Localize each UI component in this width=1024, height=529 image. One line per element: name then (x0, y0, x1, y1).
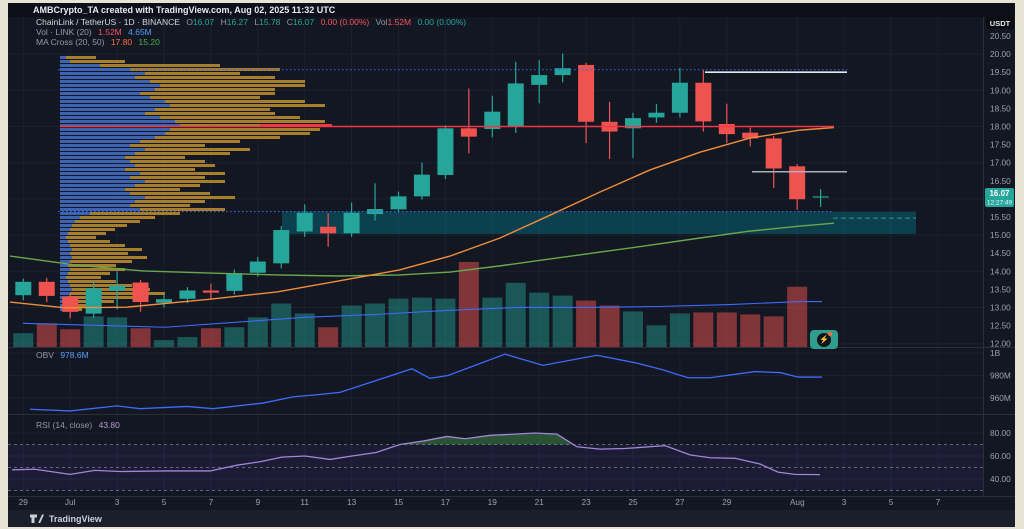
obv-line (29, 353, 822, 412)
volume-indicator-label: Vol · LINK (20) (36, 27, 92, 37)
svg-text:Aug: Aug (790, 497, 805, 507)
legend-row-symbol[interactable]: ChainLink / TetherUS · 1D · BINANCE O16.… (36, 17, 466, 27)
supply-zone (282, 211, 916, 235)
high-label: H (220, 17, 227, 27)
svg-text:14.00: 14.00 (990, 266, 1011, 276)
svg-text:27: 27 (675, 497, 685, 507)
svg-text:1B: 1B (990, 348, 1001, 358)
svg-text:23: 23 (581, 497, 591, 507)
svg-text:16.50: 16.50 (990, 176, 1011, 186)
flash-icon: ⚡ (817, 331, 832, 347)
ma-cross-label: MA Cross (20, 50) (36, 37, 105, 47)
svg-text:11: 11 (300, 497, 309, 507)
svg-text:29: 29 (19, 497, 29, 507)
svg-text:40.00: 40.00 (990, 474, 1011, 484)
legend-row-ma-cross[interactable]: MA Cross (20, 50) 17.80 15.20 (36, 37, 160, 47)
legend-row-obv[interactable]: OBV 978.6M (36, 350, 89, 360)
rsi-label: RSI (14, close) (36, 420, 93, 430)
svg-text:18.00: 18.00 (990, 122, 1011, 132)
svg-text:19.50: 19.50 (990, 67, 1011, 77)
svg-text:USDT: USDT (990, 19, 1011, 28)
price-axis[interactable]: 20.50 20.00 19.50 19.00 18.50 18.00 17.50 17.00… (986, 17, 1014, 484)
low-label: L (254, 17, 260, 27)
svg-text:14.50: 14.50 (990, 248, 1011, 258)
svg-text:15: 15 (394, 497, 404, 507)
pane-separators (8, 17, 1015, 497)
svg-text:29: 29 (722, 497, 732, 507)
chart-panel: 20.50 20.00 19.50 19.00 18.50 18.00 17.50 17.00… (8, 17, 1015, 510)
svg-text:21: 21 (535, 497, 545, 507)
svg-text:18.50: 18.50 (990, 103, 1011, 113)
volume-ma-value: 4.65M (128, 27, 152, 37)
svg-text:5: 5 (162, 497, 167, 507)
svg-text:80.00: 80.00 (990, 428, 1011, 438)
close-value: 16.07 (292, 17, 315, 27)
svg-text:3: 3 (115, 497, 120, 507)
open-value: 16.07 (192, 17, 215, 27)
ma-slow-value: 15.20 (138, 37, 160, 47)
svg-text:60.00: 60.00 (990, 451, 1011, 461)
obv-label: OBV (36, 350, 54, 360)
close-label: C (286, 17, 293, 27)
flash-snapshot-button[interactable]: ⚡ (810, 330, 838, 349)
obv-value: 978.6M (60, 350, 89, 360)
svg-text:17: 17 (441, 497, 451, 507)
svg-text:980M: 980M (990, 371, 1011, 381)
notification-dot (828, 331, 832, 336)
rsi-band (8, 444, 983, 491)
high-value: 16.27 (226, 17, 249, 27)
chart-canvas[interactable]: 20.50 20.00 19.50 19.00 18.50 18.00 17.50 17.00… (8, 17, 1015, 510)
svg-text:15.50: 15.50 (990, 212, 1011, 222)
price-levels (58, 69, 916, 219)
svg-text:960M: 960M (990, 393, 1011, 403)
ma-fast-value: 17.80 (110, 37, 133, 47)
legend-row-volume[interactable]: Vol · LINK (20) 1.52M 4.65M (36, 27, 152, 37)
current-price-badge: 16.07 12:27:49 (985, 188, 1014, 207)
svg-text:15.00: 15.00 (990, 230, 1011, 240)
svg-text:Jul: Jul (65, 497, 76, 507)
svg-text:19: 19 (488, 497, 498, 507)
vol-label: Vol (375, 17, 388, 27)
rsi-value: 43.80 (98, 420, 120, 430)
low-value: 15.78 (259, 17, 281, 27)
svg-text:13.50: 13.50 (990, 284, 1011, 294)
volume-ma-line (22, 301, 822, 328)
svg-text:17.00: 17.00 (990, 158, 1011, 168)
symbol-title: ChainLink / TetherUS · 1D · BINANCE (36, 17, 180, 27)
tradingview-logo-icon (30, 514, 44, 523)
svg-text:12:27:49: 12:27:49 (987, 200, 1013, 207)
time-axis[interactable]: 29 Jul 3 5 7 9 11 13 15 17 19 21 23 25 27 29 Aug 3 5 7 (19, 497, 941, 507)
change-value: 0.00 (0.00%) (320, 17, 370, 27)
svg-text:20.50: 20.50 (990, 31, 1011, 41)
svg-text:16.07: 16.07 (989, 189, 1010, 198)
moving-averages (9, 126, 835, 309)
svg-text:9: 9 (255, 497, 260, 507)
vol-value: 1.52M (387, 17, 412, 27)
svg-text:3: 3 (842, 497, 847, 507)
footer-bar: TradingView (8, 510, 1015, 527)
volume-profile (60, 56, 332, 311)
svg-text:13.00: 13.00 (990, 303, 1011, 313)
vol-change-value: 0.00 (0.00%) (417, 17, 467, 27)
svg-text:7: 7 (936, 497, 941, 507)
svg-text:5: 5 (889, 497, 894, 507)
svg-text:19.00: 19.00 (990, 85, 1011, 95)
svg-text:12.00: 12.00 (990, 339, 1011, 349)
svg-text:20.00: 20.00 (990, 49, 1011, 59)
volume-bars (13, 262, 831, 347)
open-label: O (186, 17, 193, 27)
rsi-plot (11, 432, 821, 476)
legend-row-rsi[interactable]: RSI (14, close) 43.80 (36, 420, 120, 430)
svg-text:25: 25 (628, 497, 638, 507)
volume-current-value: 1.52M (98, 27, 122, 37)
svg-text:13: 13 (347, 497, 357, 507)
attribution-bar: AMBCrypto_TA created with TradingView.co… (8, 3, 1015, 17)
svg-text:7: 7 (209, 497, 214, 507)
svg-text:12.50: 12.50 (990, 321, 1011, 331)
svg-text:17.50: 17.50 (990, 140, 1011, 150)
tradingview-brand[interactable]: TradingView (49, 513, 102, 524)
attribution-text: AMBCrypto_TA created with TradingView.co… (33, 5, 336, 15)
